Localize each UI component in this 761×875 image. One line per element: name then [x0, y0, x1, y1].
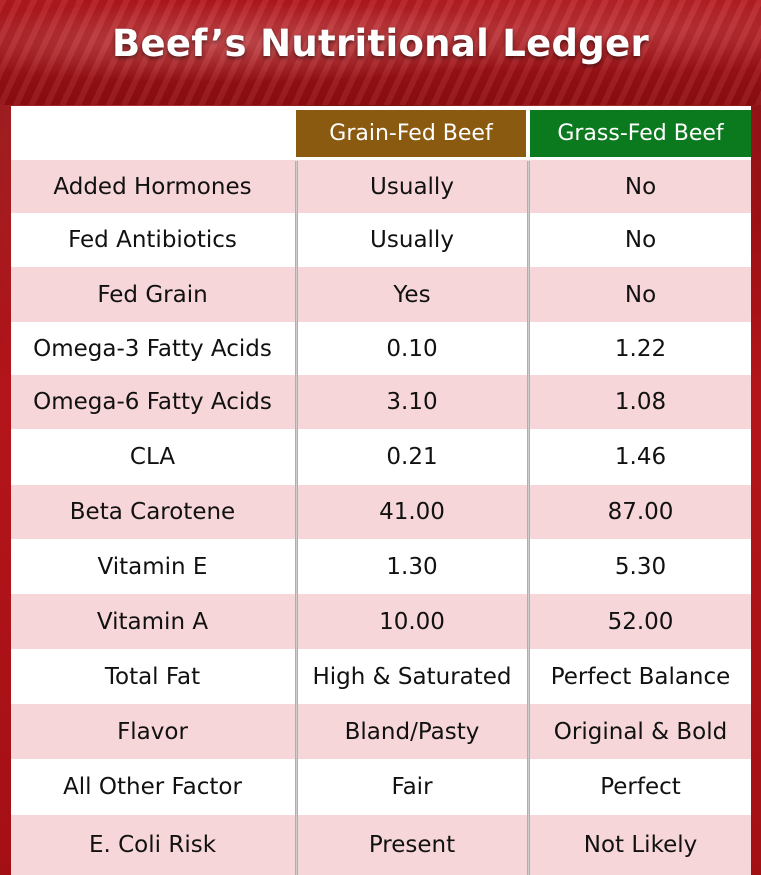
grass-fed-value: 5.30	[614, 553, 667, 580]
grass-fed-value: No	[624, 227, 657, 253]
table-row: Omega-3 Fatty Acids 0.10 1.22	[11, 322, 751, 375]
grain-fed-value: Yes	[393, 281, 431, 308]
comparison-table: Grain-Fed Beef Grass-Fed Beef Added Horm…	[11, 106, 751, 875]
grass-fed-value: 52.00	[607, 608, 674, 635]
header-banner: Beef’s Nutritional Ledger	[0, 0, 761, 105]
grass-fed-value: Not Likely	[583, 832, 698, 858]
row-label: All Other Factor	[63, 774, 242, 800]
table-row: Fed Antibiotics Usually No	[11, 213, 751, 267]
grass-fed-value: No	[624, 173, 657, 200]
row-label: Fed Grain	[97, 281, 208, 308]
grain-fed-value: High & Saturated	[312, 663, 512, 690]
table-row: Omega-6 Fatty Acids 3.10 1.08	[11, 375, 751, 429]
row-label: Beta Carotene	[69, 499, 236, 525]
table-row: All Other Factor Fair Perfect	[11, 759, 751, 815]
column-header-grass-fed: Grass-Fed Beef	[530, 110, 751, 157]
page-title: Beef’s Nutritional Ledger	[111, 22, 650, 65]
table-row: Added Hormones Usually No	[11, 160, 751, 213]
grass-fed-value: 1.46	[614, 444, 667, 470]
table-row: Vitamin A 10.00 52.00	[11, 594, 751, 649]
grass-fed-value: 1.08	[614, 389, 667, 415]
row-label: CLA	[129, 444, 176, 470]
grain-fed-value: 0.10	[386, 335, 438, 362]
grain-fed-value: 41.00	[379, 499, 445, 525]
row-label: Flavor	[117, 718, 188, 745]
row-label: Vitamin E	[97, 553, 208, 580]
row-label: E. Coli Risk	[88, 832, 217, 858]
grass-fed-value: Perfect	[600, 774, 681, 800]
grain-fed-value: 3.10	[386, 389, 438, 415]
row-label: Added Hormones	[53, 173, 252, 200]
row-label: Omega-3 Fatty Acids	[33, 335, 272, 362]
grain-fed-value: 1.30	[386, 553, 438, 580]
column-divider	[295, 161, 298, 875]
table-row: Total Fat High & Saturated Perfect Balan…	[11, 649, 751, 704]
table-row: Flavor Bland/Pasty Original & Bold	[11, 704, 751, 759]
grain-fed-value: Usually	[370, 173, 454, 200]
grass-fed-value: No	[624, 281, 657, 308]
grain-fed-value: Usually	[370, 227, 454, 253]
grain-fed-value: 10.00	[379, 608, 445, 635]
grain-fed-value: Bland/Pasty	[344, 718, 480, 745]
table-header-row: Grain-Fed Beef Grass-Fed Beef	[11, 106, 751, 159]
table-row: E. Coli Risk Present Not Likely	[11, 815, 751, 875]
table-row: Vitamin E 1.30 5.30	[11, 539, 751, 594]
grain-fed-value: Present	[368, 832, 456, 858]
grain-fed-value: 0.21	[386, 444, 438, 470]
grass-fed-value: Original & Bold	[553, 718, 728, 745]
table-row: CLA 0.21 1.46	[11, 429, 751, 485]
grass-fed-value: Perfect Balance	[550, 663, 731, 690]
column-divider	[527, 161, 530, 875]
table-row: Fed Grain Yes No	[11, 267, 751, 322]
table-row: Beta Carotene 41.00 87.00	[11, 485, 751, 539]
row-label: Vitamin A	[96, 608, 209, 635]
grass-fed-value: 87.00	[607, 499, 674, 525]
row-label: Total Fat	[104, 663, 201, 690]
grain-fed-value: Fair	[391, 774, 433, 800]
row-label: Omega-6 Fatty Acids	[33, 389, 272, 415]
row-label: Fed Antibiotics	[68, 227, 237, 253]
grass-fed-value: 1.22	[614, 335, 667, 362]
column-header-grain-fed: Grain-Fed Beef	[296, 110, 526, 157]
